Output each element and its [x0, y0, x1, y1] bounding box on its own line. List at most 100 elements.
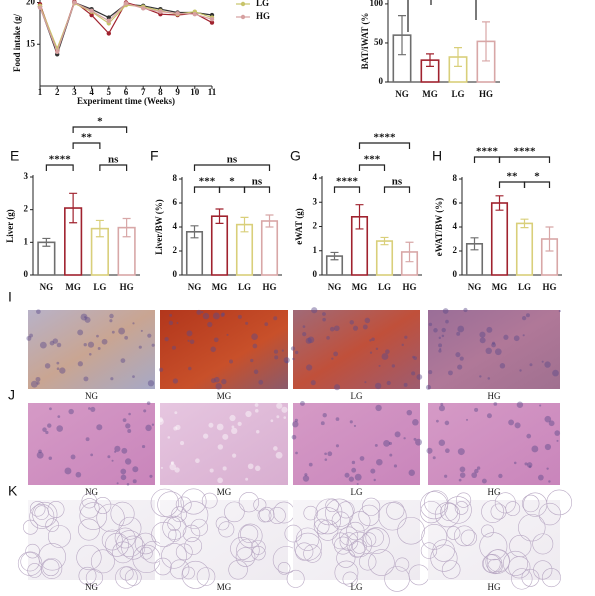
- cell: [121, 447, 128, 454]
- cell: [474, 407, 479, 412]
- cell: [207, 321, 213, 328]
- legend-label: HG: [256, 11, 270, 21]
- error-bar: [42, 237, 51, 247]
- cell: [118, 327, 126, 335]
- cell-outline: [77, 518, 100, 541]
- cell: [537, 474, 544, 481]
- cell-outline: [521, 494, 540, 513]
- cell-outline: [175, 496, 192, 513]
- x-tick-label: 2: [55, 87, 60, 97]
- cell-outline: [303, 505, 318, 521]
- cell: [125, 423, 131, 429]
- cell: [471, 472, 478, 479]
- cell: [245, 321, 249, 325]
- cell: [458, 478, 462, 482]
- cell: [77, 361, 83, 367]
- y-tick-label: 2: [313, 221, 318, 231]
- cell-outline: [168, 528, 182, 542]
- cell: [302, 475, 310, 482]
- cell: [254, 403, 259, 407]
- cell: [412, 419, 419, 426]
- significance-bracket: [473, 156, 501, 163]
- cell-outline: [420, 500, 443, 524]
- cell: [258, 379, 264, 385]
- cell-outline: [455, 492, 472, 508]
- micrograph: [293, 403, 420, 485]
- cell: [202, 433, 209, 439]
- x-tick-label: NG: [395, 89, 409, 99]
- cell: [128, 412, 131, 416]
- cell: [474, 468, 479, 474]
- cell: [322, 312, 326, 316]
- cell: [558, 310, 561, 313]
- cell: [132, 479, 137, 484]
- cell-outline: [259, 506, 275, 523]
- x-tick-label: HG: [262, 282, 276, 292]
- cell: [146, 401, 151, 405]
- cell: [167, 436, 171, 439]
- cell-outline: [511, 568, 533, 590]
- cell-outline: [196, 567, 216, 586]
- cell-outline: [115, 566, 138, 589]
- significance-bracket: [72, 126, 128, 133]
- cell: [349, 320, 354, 325]
- x-tick-label: HG: [120, 282, 134, 292]
- cell-outline: [352, 539, 367, 554]
- y-axis-label: eWAT (g): [294, 208, 304, 244]
- y-tick-label: 100: [370, 0, 384, 8]
- error-bar: [240, 216, 249, 233]
- cell: [403, 437, 406, 440]
- cell-outline: [494, 492, 516, 514]
- cell: [87, 341, 95, 348]
- image-label: LG: [351, 487, 363, 497]
- cell: [222, 433, 229, 440]
- cell-outline: [313, 507, 342, 535]
- cell: [208, 422, 214, 428]
- significance-bracket: [498, 181, 526, 188]
- cell: [52, 338, 59, 344]
- cell: [221, 378, 227, 385]
- cell: [335, 417, 340, 421]
- significance-bracket: [72, 142, 101, 149]
- cell: [541, 360, 544, 363]
- cell: [68, 408, 74, 415]
- cell: [326, 336, 330, 340]
- series-point: [106, 15, 112, 20]
- cell: [369, 351, 373, 354]
- significance-label: ns: [227, 154, 238, 166]
- cell: [171, 345, 176, 350]
- cell: [56, 342, 62, 348]
- cell-outline: [284, 524, 303, 543]
- cell: [486, 413, 492, 419]
- cell: [322, 317, 326, 322]
- cell-outline: [521, 568, 540, 587]
- cell: [273, 349, 279, 354]
- cell: [439, 348, 442, 351]
- significance-label: *: [229, 176, 235, 188]
- error-bar: [482, 21, 490, 62]
- cell: [231, 425, 235, 429]
- cell: [213, 337, 219, 343]
- bar: [375, 240, 394, 276]
- cell: [438, 343, 443, 348]
- significance-label: ****: [476, 146, 499, 158]
- cell-outline: [181, 560, 210, 589]
- cell-outline: [94, 496, 112, 514]
- cell: [441, 334, 445, 338]
- series-point: [55, 49, 60, 54]
- cell: [251, 333, 258, 341]
- bar: [210, 215, 229, 276]
- x-tick-label: 8: [158, 87, 163, 97]
- cell: [455, 352, 461, 358]
- cell-outline: [76, 544, 102, 571]
- cell-outline: [29, 501, 46, 517]
- error-bar: [545, 226, 554, 252]
- error-bar: [495, 195, 504, 211]
- panel-letter: E: [10, 148, 19, 164]
- y-tick-label: 8: [453, 173, 458, 183]
- cell: [254, 409, 259, 413]
- y-tick-label: 6: [173, 197, 178, 207]
- cell-outline: [386, 501, 405, 520]
- cell: [428, 322, 433, 327]
- cell: [486, 326, 493, 333]
